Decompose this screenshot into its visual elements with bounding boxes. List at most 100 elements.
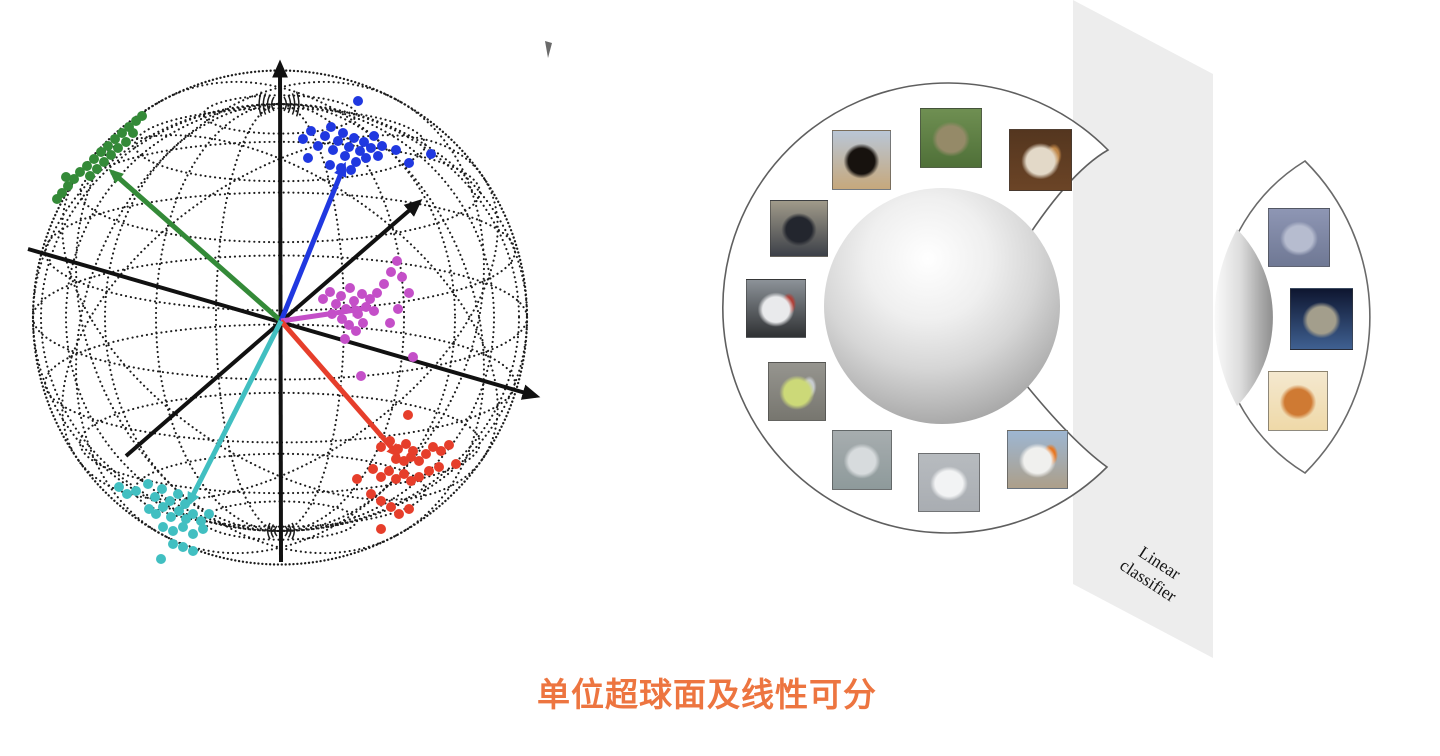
south-pole-mark xyxy=(270,524,275,538)
data-point-magenta xyxy=(331,299,341,309)
data-point-cyan xyxy=(204,509,214,519)
data-point-red xyxy=(421,449,431,459)
mesh-diagonal-line xyxy=(61,134,499,501)
data-point-red xyxy=(394,509,404,519)
data-point-red xyxy=(436,446,446,456)
data-point-green xyxy=(106,150,116,160)
data-point-magenta xyxy=(327,309,337,319)
data-point-blue xyxy=(320,131,330,141)
data-point-blue xyxy=(366,143,376,153)
data-point-magenta xyxy=(337,314,347,324)
data-point-cyan xyxy=(165,496,175,506)
data-point-green xyxy=(137,111,147,121)
data-point-cyan xyxy=(173,489,183,499)
data-point-magenta xyxy=(393,304,403,314)
data-point-cyan xyxy=(158,502,168,512)
data-point-cyan xyxy=(156,554,166,564)
data-point-blue xyxy=(313,141,323,151)
data-point-green xyxy=(103,141,113,151)
data-point-green xyxy=(75,167,85,177)
data-point-red xyxy=(424,466,434,476)
south-pole-mark xyxy=(287,524,292,538)
data-point-red xyxy=(376,472,386,482)
data-point-magenta xyxy=(344,320,354,330)
data-point-blue xyxy=(349,133,359,143)
data-point-cyan xyxy=(151,509,161,519)
data-point-magenta xyxy=(341,304,351,314)
data-point-magenta xyxy=(340,334,350,344)
data-point-blue xyxy=(391,145,401,155)
data-point-green xyxy=(96,147,106,157)
data-point-magenta xyxy=(349,296,359,306)
class-mean-arrow-red xyxy=(279,319,402,459)
axis-vertical xyxy=(272,59,288,563)
axis-upper-right xyxy=(124,199,423,458)
data-point-green xyxy=(110,134,120,144)
mesh-diagonal-line xyxy=(75,80,485,555)
hypersphere-plot xyxy=(27,59,541,566)
data-point-blue xyxy=(377,141,387,151)
data-point-magenta xyxy=(358,318,368,328)
data-point-cyan xyxy=(114,482,124,492)
data-point-blue xyxy=(340,151,350,161)
data-point-cyan xyxy=(122,489,132,499)
linear-separability-diagram xyxy=(722,0,1371,658)
south-pole-mark xyxy=(274,525,278,537)
class-clusters xyxy=(52,96,461,564)
data-point-blue xyxy=(338,128,348,138)
data-point-magenta xyxy=(365,294,375,304)
data-point-red xyxy=(366,489,376,499)
data-point-magenta xyxy=(379,279,389,289)
data-point-green xyxy=(85,171,95,181)
south-pole-mark xyxy=(291,522,295,540)
data-point-red xyxy=(386,502,396,512)
data-point-magenta xyxy=(404,288,414,298)
data-point-magenta xyxy=(392,256,402,266)
data-point-cyan xyxy=(144,504,154,514)
data-point-cyan xyxy=(131,486,141,496)
data-point-blue xyxy=(298,134,308,144)
mesh-diagonal-line xyxy=(75,80,485,555)
north-pole-mark xyxy=(262,93,267,115)
north-pole-mark xyxy=(295,91,300,117)
data-point-red xyxy=(428,442,438,452)
data-point-green xyxy=(121,137,131,147)
data-point-red xyxy=(414,472,424,482)
data-point-cyan xyxy=(168,526,178,536)
data-point-green xyxy=(61,172,71,182)
data-point-red xyxy=(451,459,461,469)
data-point-magenta xyxy=(356,371,366,381)
data-point-red xyxy=(404,504,414,514)
data-point-blue xyxy=(303,153,313,163)
data-point-magenta xyxy=(325,287,335,297)
data-point-blue xyxy=(404,158,414,168)
data-point-green xyxy=(128,128,138,138)
class-mean-arrow-blue xyxy=(278,161,347,322)
data-point-red xyxy=(399,469,409,479)
north-pole-mark xyxy=(266,94,271,114)
data-point-blue xyxy=(353,96,363,106)
north-pole-mark xyxy=(271,96,275,112)
data-point-green xyxy=(117,128,127,138)
data-point-magenta xyxy=(386,267,396,277)
data-point-red xyxy=(385,436,395,446)
data-point-blue xyxy=(373,151,383,161)
data-point-cyan xyxy=(150,492,160,502)
south-pole-mark xyxy=(284,525,288,537)
embedding-sphere xyxy=(824,188,1060,424)
data-point-blue xyxy=(359,137,369,147)
data-point-red xyxy=(393,444,403,454)
stray-mark xyxy=(545,41,552,58)
data-point-cyan xyxy=(157,484,167,494)
data-point-cyan xyxy=(143,479,153,489)
mesh-diagonal-line xyxy=(61,134,499,501)
class-mean-arrow-cyan xyxy=(186,319,284,508)
data-point-cyan xyxy=(180,499,190,509)
south-pole-mark xyxy=(267,522,271,540)
data-point-blue xyxy=(351,157,361,167)
data-point-red xyxy=(403,410,413,420)
north-pole-mark xyxy=(283,96,287,112)
data-point-cyan xyxy=(178,522,188,532)
data-point-blue xyxy=(333,136,343,146)
